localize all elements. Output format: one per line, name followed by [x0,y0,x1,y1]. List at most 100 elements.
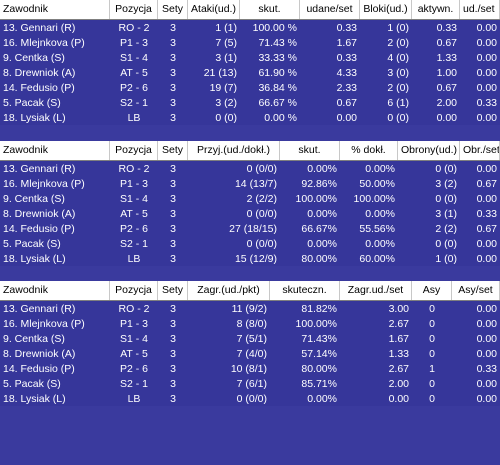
successful-per-set: 0.00 [336,111,357,124]
player-name: 9. Centka (S) [3,51,65,64]
table-row[interactable]: 8. Drewniok (A) AT - 5 3 21 (13) 61.90 %… [0,65,500,80]
sets: 3 [170,332,176,345]
header-pozycja[interactable]: Pozycja [110,0,158,19]
attacks: 7 (5) [215,36,237,49]
header-sety[interactable]: Sety [158,281,188,300]
table-row[interactable]: 5. Pacak (S) S2 - 1 3 3 (2) 66.67 % 0.67… [0,95,500,110]
table-row[interactable]: 18. Lysiak (L) LB 3 15 (12/9) 80.00% 60.… [0,251,500,266]
aces-per-set: 0.00 [476,392,497,405]
sets: 3 [170,392,176,405]
sets: 3 [170,302,176,315]
header-bloki[interactable]: Bloki(ud.) [360,0,412,19]
table-row[interactable]: 13. Gennari (R) RO - 2 3 1 (1) 100.00 % … [0,20,500,35]
defenses-per-set: 0.00 [476,252,497,265]
player-name: 13. Gennari (R) [3,162,76,175]
table-row[interactable]: 16. Mlejnkova (P) P1 - 3 3 14 (13/7) 92.… [0,176,500,191]
serve-efficiency: 0.00% [307,392,337,405]
player-name: 9. Centka (S) [3,192,65,205]
attack-block-header: Zawodnik Pozycja Sety Ataki(ud.) skut. u… [0,0,500,20]
attack-efficiency: 33.33 % [258,51,297,64]
header-aktywn[interactable]: aktywn. [412,0,460,19]
sets: 3 [170,377,176,390]
attack-efficiency: 36.84 % [258,81,297,94]
header-ataki[interactable]: Ataki(ud.) [188,0,240,19]
table-row[interactable]: 5. Pacak (S) S2 - 1 3 7 (6/1) 85.71% 2.0… [0,376,500,391]
header-pozycja[interactable]: Pozycja [110,141,158,160]
header-sety[interactable]: Sety [158,0,188,19]
sets: 3 [170,252,176,265]
serves: 7 (4/0) [236,347,267,360]
position: AT - 5 [120,347,148,360]
aces-per-set: 0.00 [476,347,497,360]
table-row[interactable]: 9. Centka (S) S1 - 4 3 3 (1) 33.33 % 0.3… [0,50,500,65]
aces-per-set: 0.33 [476,362,497,375]
defenses: 0 (0) [435,162,457,175]
receptions: 27 (18/15) [229,222,277,235]
player-name: 14. Fedusio (P) [3,362,75,375]
attack-efficiency: 61.90 % [258,66,297,79]
blocks-per-set: 0.00 [476,111,497,124]
serves-per-set: 1.67 [388,332,409,345]
header-udane-set[interactable]: udane/set [300,0,360,19]
serves-per-set: 2.67 [388,362,409,375]
attack-efficiency: 100.00 % [252,21,297,34]
activity: 1.33 [436,51,457,64]
header-obr-set[interactable]: Obr./set [460,141,500,160]
header-zawodnik[interactable]: Zawodnik [0,0,110,19]
sets: 3 [170,317,176,330]
table-row[interactable]: 9. Centka (S) S1 - 4 3 7 (5/1) 71.43% 1.… [0,331,500,346]
header-zawodnik[interactable]: Zawodnik [0,281,110,300]
header-dokl[interactable]: % dokł. [340,141,398,160]
defenses-per-set: 0.67 [476,222,497,235]
serve-rows: 13. Gennari (R) RO - 2 3 11 (9/2) 81.82%… [0,301,500,406]
header-skut[interactable]: skut. [240,0,300,19]
successful-per-set: 0.33 [336,21,357,34]
activity: 0.67 [436,81,457,94]
aces: 0 [429,392,435,405]
table-row[interactable]: 5. Pacak (S) S2 - 1 3 0 (0/0) 0.00% 0.00… [0,236,500,251]
sets: 3 [170,207,176,220]
aces: 0 [429,347,435,360]
header-skutecznosc[interactable]: skuteczn. [270,281,340,300]
table-row[interactable]: 18. Lysiak (L) LB 3 0 (0) 0.00 % 0.00 0 … [0,110,500,125]
table-row[interactable]: 8. Drewniok (A) AT - 5 3 0 (0/0) 0.00% 0… [0,206,500,221]
attack-efficiency: 66.67 % [258,96,297,109]
sets: 3 [170,96,176,109]
table-row[interactable]: 16. Mlejnkova (P) P1 - 3 3 8 (8/0) 100.0… [0,316,500,331]
successful-per-set: 0.67 [336,96,357,109]
sets: 3 [170,21,176,34]
table-row[interactable]: 16. Mlejnkova (P) P1 - 3 3 7 (5) 71.43 %… [0,35,500,50]
serves: 7 (6/1) [236,377,267,390]
position: P1 - 3 [119,177,148,190]
header-ud-set[interactable]: ud./set [460,0,500,19]
table-row[interactable]: 8. Drewniok (A) AT - 5 3 7 (4/0) 57.14% … [0,346,500,361]
header-zagrywka[interactable]: Zagr.(ud./pkt) [188,281,270,300]
table-row[interactable]: 13. Gennari (R) RO - 2 3 11 (9/2) 81.82%… [0,301,500,316]
table-row[interactable]: 9. Centka (S) S1 - 4 3 2 (2/2) 100.00% 1… [0,191,500,206]
header-pozycja[interactable]: Pozycja [110,281,158,300]
serve-efficiency: 81.82% [301,302,337,315]
table-row[interactable]: 14. Fedusio (P) P2 - 6 3 27 (18/15) 66.6… [0,221,500,236]
player-name: 18. Lysiak (L) [3,252,66,265]
header-asy-set[interactable]: Asy/set [452,281,500,300]
table-row[interactable]: 14. Fedusio (P) P2 - 6 3 10 (8/1) 80.00%… [0,361,500,376]
position: AT - 5 [120,66,148,79]
table-row[interactable]: 18. Lysiak (L) LB 3 0 (0/0) 0.00% 0.00 0… [0,391,500,406]
header-asy[interactable]: Asy [412,281,452,300]
sets: 3 [170,347,176,360]
table-row[interactable]: 13. Gennari (R) RO - 2 3 0 (0/0) 0.00% 0… [0,161,500,176]
header-skut[interactable]: skut. [280,141,340,160]
header-obrony[interactable]: Obrony(ud.) [398,141,460,160]
serves: 7 (5/1) [236,332,267,345]
table-row[interactable]: 14. Fedusio (P) P2 - 6 3 19 (7) 36.84 % … [0,80,500,95]
header-sety[interactable]: Sety [158,141,188,160]
header-przyjecie[interactable]: Przyj.(ud./dokł.) [188,141,280,160]
position: LB [127,392,141,405]
reception-defense-rows: 13. Gennari (R) RO - 2 3 0 (0/0) 0.00% 0… [0,161,500,266]
header-zagr-ud-set[interactable]: Zagr.ud./set [340,281,412,300]
position: RO - 2 [118,21,150,34]
receptions: 14 (13/7) [234,177,277,190]
header-zawodnik[interactable]: Zawodnik [0,141,110,160]
successful-per-set: 0.33 [336,51,357,64]
position: S1 - 4 [119,332,148,345]
